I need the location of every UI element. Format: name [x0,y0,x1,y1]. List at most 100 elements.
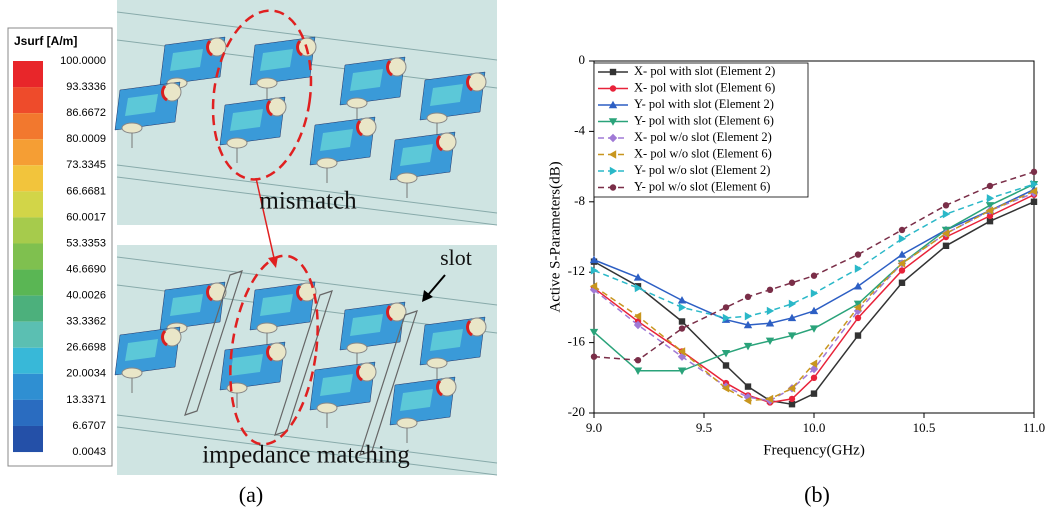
feed-hot [466,319,473,337]
colorbar-band [13,269,43,296]
arrow [255,177,275,259]
legend-marker [609,68,617,76]
probe [256,77,278,89]
marker [788,401,796,408]
feed-hot [436,134,443,152]
marker [677,367,687,375]
patch-hot [350,314,383,336]
colorbar-band [13,217,43,244]
marker [986,217,994,225]
series-line [593,183,1035,319]
legend-label: X- pol w/o slot (Element 6) [634,146,772,160]
legend-marker [609,184,617,191]
marker [722,313,731,323]
y-tick-label: 0 [579,52,586,67]
legend-marker [608,150,617,159]
feed-hot [436,379,443,397]
colorbar-label: 93.3336 [66,81,106,93]
slot [359,310,418,456]
marker [744,383,752,390]
x-tick-label: 10.5 [913,420,936,435]
patch-hot [260,49,293,71]
feed-hot [386,59,393,77]
patch-hot [260,294,293,316]
marker [898,234,907,243]
y-tick-label: -12 [568,263,585,278]
colorbar-label: 80.0009 [66,133,106,145]
marker [743,396,752,405]
probe [121,367,143,379]
annotation-slot: slot [440,245,472,270]
marker [898,279,906,286]
marker [788,299,797,309]
marker [744,293,752,301]
marker [788,279,796,286]
patch-hot [400,389,433,411]
probe [226,137,248,149]
patch-hot [230,109,263,131]
marker [853,300,863,309]
colorbar-band [13,347,43,374]
marker [985,206,994,215]
colorbar-label: 46.6690 [66,263,106,275]
feed-hot [206,39,213,57]
colorbar-band [13,165,43,192]
arrow-head [268,256,278,268]
colorbar-band [13,425,43,453]
y-tick-label: -16 [568,334,586,349]
arrow [427,274,446,296]
marker [1030,180,1039,189]
y-tick-label: -20 [568,404,585,419]
marker [677,347,686,356]
slot [184,270,243,416]
marker [853,303,862,312]
colorbar-band [13,191,43,218]
legend-box [593,62,809,198]
stripe [116,164,498,214]
marker [743,320,753,329]
marker [589,328,599,337]
colorbar-band [13,61,43,88]
highlight [211,9,313,181]
legend-marker [608,133,618,143]
marker [721,384,730,393]
legend-label: X- pol with slot (Element 6) [634,80,775,94]
stripe [116,256,498,306]
patch-hot [320,374,353,396]
marker [897,250,907,258]
legend-label: Y- pol with slot (Element 6) [634,113,774,127]
marker [853,282,863,290]
legend-label: Y- pol w/o slot (Element 2) [634,163,770,177]
marker [590,266,599,275]
feed-hot [296,39,303,57]
feed-hot [206,284,213,302]
patch-hot [125,339,158,361]
marker [810,390,818,397]
marker [678,325,686,332]
marker [589,282,598,291]
patch-hot [430,84,463,106]
probe [256,322,278,334]
colorbar-label: 26.6698 [66,342,106,354]
annotation-matching: impedance matching [202,442,410,469]
colorbar-band [13,295,43,322]
y-axis-label: Active S-Parameters(dB) [547,161,563,312]
stripe [116,414,498,464]
legend-label: Y- pol w/o slot (Element 6) [634,179,770,193]
probe [396,172,418,184]
colorbar-title: Jsurf [A/m] [14,34,77,48]
marker [788,395,796,403]
colorbar-band [13,399,43,426]
marker [898,267,906,274]
feed-hot [161,84,168,102]
marker [765,394,774,404]
marker [787,313,797,322]
marker [589,255,599,264]
colorbar-label: 53.3353 [66,237,106,249]
marker [678,303,687,312]
x-axis-label: Frequency(GHz) [763,442,865,458]
marker [986,194,995,203]
marker [766,306,775,316]
marker [633,273,643,281]
